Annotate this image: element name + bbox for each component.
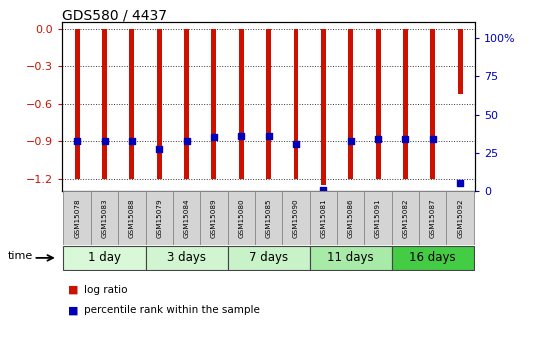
Bar (282, 191, 309, 245)
Text: percentile rank within the sample: percentile rank within the sample (84, 305, 260, 315)
Bar (212, 29, 217, 179)
Point (428, 136, 437, 142)
Point (374, 136, 382, 142)
Point (265, 133, 273, 138)
Text: GSM15090: GSM15090 (293, 198, 299, 238)
Text: log ratio: log ratio (84, 285, 127, 295)
Text: time: time (8, 251, 33, 261)
Bar (294, 29, 299, 179)
Bar (130, 29, 134, 179)
Bar (157, 29, 161, 179)
Text: GSM15083: GSM15083 (102, 198, 107, 238)
Text: GSM15082: GSM15082 (402, 198, 408, 238)
Bar (458, 29, 463, 94)
Text: GDS580 / 4437: GDS580 / 4437 (62, 9, 167, 23)
Bar (91, 191, 118, 245)
Bar (447, 191, 474, 245)
Text: GSM15085: GSM15085 (266, 198, 272, 238)
Text: GSM15092: GSM15092 (457, 198, 463, 238)
Bar (228, 191, 255, 245)
Bar (146, 246, 228, 269)
Bar (228, 246, 309, 269)
Bar (348, 29, 353, 179)
Text: GSM15086: GSM15086 (348, 198, 354, 238)
Point (319, 187, 328, 193)
Bar (118, 191, 146, 245)
Text: GSM15078: GSM15078 (74, 198, 80, 238)
Text: GSM15089: GSM15089 (211, 198, 217, 238)
Text: GSM15079: GSM15079 (156, 198, 162, 238)
Bar (321, 29, 326, 185)
Text: ■: ■ (68, 305, 78, 315)
Bar (376, 29, 381, 179)
Bar (173, 191, 200, 245)
Bar (184, 29, 189, 179)
Bar (75, 29, 79, 179)
Bar (309, 246, 392, 269)
Bar (200, 191, 228, 245)
Point (155, 147, 164, 152)
Bar (239, 29, 244, 179)
Point (292, 141, 300, 147)
Text: GSM15088: GSM15088 (129, 198, 135, 238)
Bar (255, 191, 282, 245)
Point (456, 180, 464, 186)
Bar (102, 29, 107, 179)
Bar (337, 191, 364, 245)
Bar (392, 246, 474, 269)
Bar (64, 246, 146, 269)
Text: ■: ■ (68, 285, 78, 295)
Bar (266, 29, 271, 179)
Text: GSM15081: GSM15081 (320, 198, 326, 238)
Bar (419, 191, 447, 245)
Point (100, 138, 109, 144)
Bar (430, 29, 435, 179)
Point (401, 136, 410, 142)
Text: GSM15091: GSM15091 (375, 198, 381, 238)
Point (210, 135, 218, 140)
Text: 1 day: 1 day (88, 251, 121, 264)
Point (73, 138, 82, 144)
Bar (403, 29, 408, 179)
Text: GSM15087: GSM15087 (430, 198, 436, 238)
Bar (64, 191, 91, 245)
Text: GSM15084: GSM15084 (184, 198, 190, 238)
Text: 7 days: 7 days (249, 251, 288, 264)
Bar (364, 191, 391, 245)
Point (237, 133, 246, 138)
Text: 16 days: 16 days (409, 251, 456, 264)
Point (346, 138, 355, 144)
Bar (309, 191, 337, 245)
Bar (392, 191, 419, 245)
Text: 11 days: 11 days (327, 251, 374, 264)
Point (127, 138, 136, 144)
Bar (146, 191, 173, 245)
Text: 3 days: 3 days (167, 251, 206, 264)
Text: GSM15080: GSM15080 (238, 198, 244, 238)
Point (183, 138, 191, 144)
